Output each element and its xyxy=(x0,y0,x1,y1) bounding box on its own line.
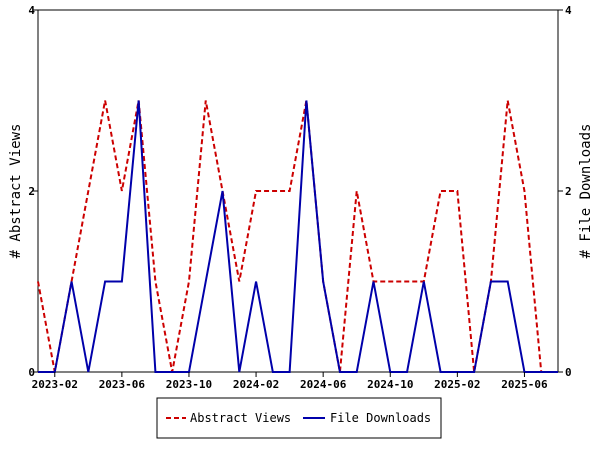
series-layer xyxy=(37,100,558,373)
series-line-abstract-views xyxy=(37,100,558,373)
y-tick-label-left: 2 xyxy=(28,185,35,198)
x-tick-label: 2023-06 xyxy=(99,378,146,391)
x-tick-label: 2025-06 xyxy=(501,378,548,391)
x-tick-label: 2023-02 xyxy=(32,378,78,391)
legend-label-abstract-views: Abstract Views xyxy=(190,411,291,425)
x-tick-label: 2024-10 xyxy=(367,378,413,391)
plot-area xyxy=(37,9,559,373)
x-tick-label: 2023-10 xyxy=(166,378,212,391)
x-tick-label: 2024-02 xyxy=(233,378,279,391)
y-tick-label-left: 0 xyxy=(28,366,35,379)
y-tick-label-right: 4 xyxy=(565,4,572,17)
legend: Abstract Views File Downloads xyxy=(156,397,442,439)
legend-box xyxy=(156,397,442,439)
y-tick-label-right: 2 xyxy=(565,185,572,198)
x-tick-label: 2025-02 xyxy=(434,378,480,391)
y-tick-label-right: 0 xyxy=(565,366,572,379)
y-axis-title-right: # File Downloads xyxy=(578,124,594,259)
series-line-file-downloads xyxy=(38,100,558,373)
x-tick-label: 2024-06 xyxy=(300,378,347,391)
axis-layer: 2023-02 2023-06 2023-10 2024-02 2024-06 2024-… xyxy=(28,4,572,391)
y-axis-title-left: # Abstract Views xyxy=(8,124,24,259)
legend-label-file-downloads: File Downloads xyxy=(330,411,431,425)
y-tick-label-left: 4 xyxy=(28,4,35,17)
